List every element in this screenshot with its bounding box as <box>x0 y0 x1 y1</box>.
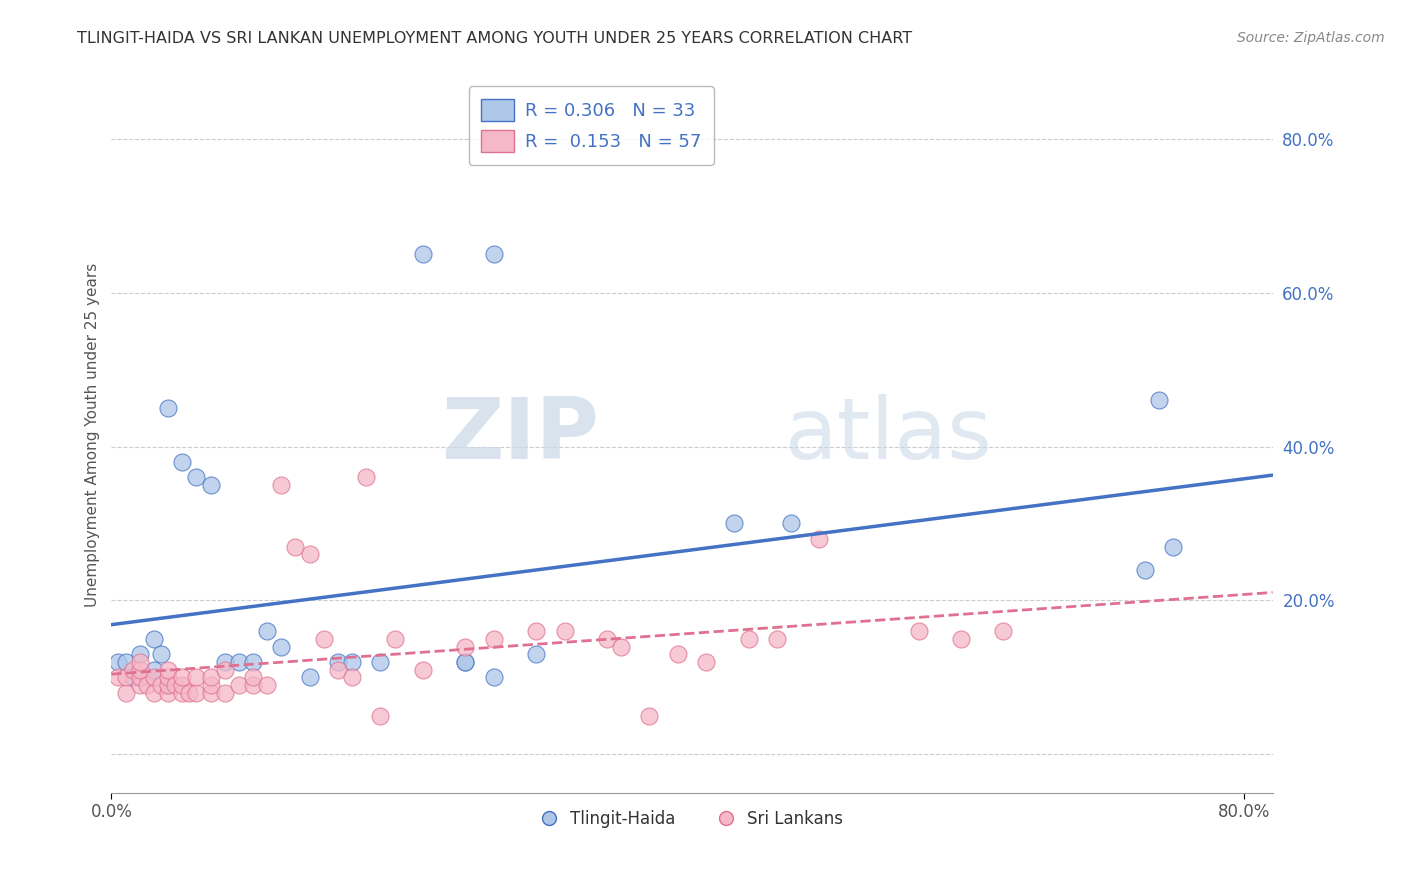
Point <box>142 686 165 700</box>
Point <box>808 532 831 546</box>
Point <box>157 686 180 700</box>
Point <box>454 655 477 669</box>
Point <box>412 247 434 261</box>
Point <box>128 655 150 669</box>
Point <box>907 624 929 639</box>
Point <box>256 678 278 692</box>
Point <box>737 632 759 646</box>
Point <box>172 455 194 469</box>
Point <box>766 632 789 646</box>
Point <box>524 647 547 661</box>
Point <box>454 655 477 669</box>
Point <box>142 632 165 646</box>
Point <box>114 670 136 684</box>
Point <box>186 470 208 484</box>
Point <box>135 670 157 684</box>
Point <box>950 632 973 646</box>
Point <box>370 708 392 723</box>
Point <box>186 686 208 700</box>
Point <box>172 670 194 684</box>
Point <box>270 478 292 492</box>
Point <box>128 678 150 692</box>
Point <box>524 624 547 639</box>
Point <box>454 640 477 654</box>
Point <box>157 678 180 692</box>
Point <box>256 624 278 639</box>
Point <box>666 647 689 661</box>
Point <box>340 670 363 684</box>
Point <box>200 678 222 692</box>
Point <box>482 670 505 684</box>
Point <box>356 470 378 484</box>
Point <box>114 655 136 669</box>
Point <box>200 686 222 700</box>
Point <box>482 247 505 261</box>
Point <box>993 624 1015 639</box>
Text: Source: ZipAtlas.com: Source: ZipAtlas.com <box>1237 31 1385 45</box>
Point <box>157 663 180 677</box>
Point <box>128 663 150 677</box>
Point <box>200 478 222 492</box>
Point <box>128 647 150 661</box>
Point <box>242 670 264 684</box>
Point <box>610 640 633 654</box>
Point <box>596 632 619 646</box>
Point <box>298 547 321 561</box>
Point <box>1163 540 1185 554</box>
Point <box>149 678 172 692</box>
Point <box>142 670 165 684</box>
Point <box>270 640 292 654</box>
Point <box>780 516 803 531</box>
Point <box>482 632 505 646</box>
Point <box>412 663 434 677</box>
Point <box>1149 393 1171 408</box>
Point <box>107 655 129 669</box>
Point <box>370 655 392 669</box>
Point <box>121 670 143 684</box>
Point <box>149 647 172 661</box>
Point <box>135 678 157 692</box>
Point <box>200 670 222 684</box>
Point <box>157 678 180 692</box>
Point <box>107 670 129 684</box>
Point <box>114 686 136 700</box>
Point <box>723 516 745 531</box>
Point <box>121 663 143 677</box>
Point <box>165 678 187 692</box>
Point <box>242 655 264 669</box>
Point <box>157 670 180 684</box>
Point <box>326 655 349 669</box>
Point <box>142 663 165 677</box>
Text: ZIP: ZIP <box>441 393 599 476</box>
Point <box>384 632 406 646</box>
Point <box>695 655 717 669</box>
Text: TLINGIT-HAIDA VS SRI LANKAN UNEMPLOYMENT AMONG YOUTH UNDER 25 YEARS CORRELATION : TLINGIT-HAIDA VS SRI LANKAN UNEMPLOYMENT… <box>77 31 912 46</box>
Point <box>157 401 180 416</box>
Point <box>284 540 307 554</box>
Point <box>228 655 250 669</box>
Point <box>326 663 349 677</box>
Point <box>340 655 363 669</box>
Point <box>186 670 208 684</box>
Y-axis label: Unemployment Among Youth under 25 years: Unemployment Among Youth under 25 years <box>86 263 100 607</box>
Point <box>214 663 236 677</box>
Text: atlas: atlas <box>785 393 993 476</box>
Point <box>638 708 661 723</box>
Legend: Tlingit-Haida, Sri Lankans: Tlingit-Haida, Sri Lankans <box>534 803 851 834</box>
Point <box>172 686 194 700</box>
Point <box>1133 563 1156 577</box>
Point <box>312 632 335 646</box>
Point <box>228 678 250 692</box>
Point <box>128 670 150 684</box>
Point <box>172 678 194 692</box>
Point <box>179 686 201 700</box>
Point <box>214 655 236 669</box>
Point <box>554 624 576 639</box>
Point <box>298 670 321 684</box>
Point <box>242 678 264 692</box>
Point <box>214 686 236 700</box>
